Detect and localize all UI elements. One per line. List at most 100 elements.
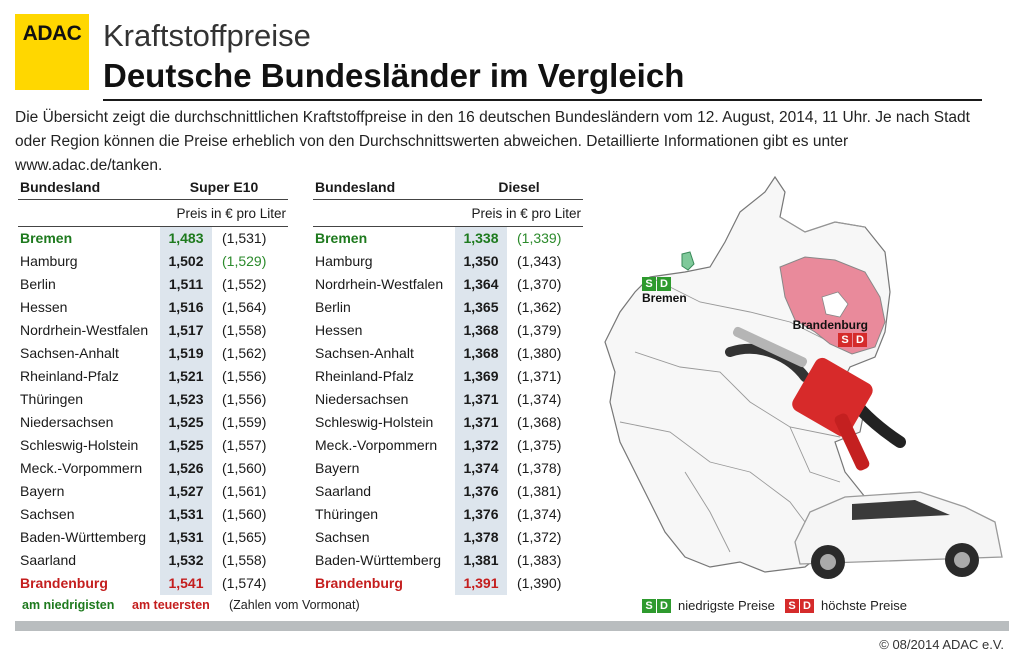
table-row: Brandenburg 1,541 (1,574) [18, 572, 288, 595]
state-name: Thüringen [315, 506, 379, 522]
price-value: 1,364 [455, 273, 507, 296]
price-value: 1,525 [160, 411, 212, 434]
previous-price: (1,380) [517, 345, 562, 361]
previous-price: (1,560) [222, 460, 267, 476]
page-title: Kraftstoffpreise [103, 18, 311, 53]
state-name: Niedersachsen [315, 391, 409, 407]
previous-price: (1,368) [517, 414, 562, 430]
state-name: Sachsen-Anhalt [315, 345, 414, 361]
table-row: Berlin 1,511 (1,552) [18, 273, 288, 296]
price-value: 1,378 [455, 526, 507, 549]
state-name: Schleswig-Holstein [20, 437, 139, 453]
map-label-bremen: Bremen [642, 291, 687, 305]
table-row: Hamburg 1,502 (1,529) [18, 250, 288, 273]
price-value: 1,368 [455, 319, 507, 342]
unit-label: Preis in € pro Liter [160, 199, 288, 227]
previous-price: (1,565) [222, 529, 267, 545]
table-row: Sachsen 1,531 (1,560) [18, 503, 288, 526]
previous-price: (1,374) [517, 506, 562, 522]
previous-price: (1,372) [517, 529, 562, 545]
legend-lowest: am niedrigisten [22, 598, 115, 612]
price-value: 1,369 [455, 365, 507, 388]
previous-price: (1,371) [517, 368, 562, 384]
table-row: Hessen 1,368 (1,379) [313, 319, 583, 342]
price-value: 1,532 [160, 549, 212, 572]
previous-price: (1,343) [517, 253, 562, 269]
price-value: 1,350 [455, 250, 507, 273]
state-name: Bayern [20, 483, 65, 499]
previous-price: (1,375) [517, 437, 562, 453]
previous-price: (1,339) [517, 230, 562, 246]
state-name: Bayern [315, 460, 360, 476]
col-header-bundesland: Bundesland [18, 176, 160, 200]
table-row: Meck.-Vorpommern 1,526 (1,560) [18, 457, 288, 480]
state-name: Brandenburg [315, 575, 403, 591]
bottom-bar [15, 621, 1009, 631]
table-row: Bremen 1,483 (1,531) [18, 226, 288, 250]
previous-price: (1,370) [517, 276, 562, 292]
previous-price: (1,562) [222, 345, 267, 361]
col-header-bundesland: Bundesland [313, 176, 455, 200]
state-name: Sachsen [315, 529, 370, 545]
state-name: Hessen [315, 322, 363, 338]
state-name: Bremen [315, 230, 368, 246]
price-value: 1,523 [160, 388, 212, 411]
price-value: 1,381 [455, 549, 507, 572]
table-row: Brandenburg 1,391 (1,390) [313, 572, 583, 595]
previous-price: (1,552) [222, 276, 267, 292]
price-value: 1,391 [455, 572, 507, 595]
price-value: 1,541 [160, 572, 212, 595]
table-row: Schleswig-Holstein 1,371 (1,368) [313, 411, 583, 434]
adac-logo: ADAC [15, 14, 89, 90]
previous-price: (1,557) [222, 437, 267, 453]
previous-price: (1,390) [517, 575, 562, 591]
col-header-fuel: Super E10 [160, 176, 288, 200]
price-value: 1,371 [455, 388, 507, 411]
table-row: Baden-Württemberg 1,531 (1,565) [18, 526, 288, 549]
germany-map-svg [604, 175, 1003, 579]
table-row: Saarland 1,532 (1,558) [18, 549, 288, 572]
table-row: Niedersachsen 1,371 (1,374) [313, 388, 583, 411]
state-name: Rheinland-Pfalz [20, 368, 119, 384]
intro-text: Die Übersicht zeigt die durchschnittlich… [15, 109, 970, 174]
table-row: Schleswig-Holstein 1,525 (1,557) [18, 434, 288, 457]
previous-price: (1,362) [517, 299, 562, 315]
table-row: Thüringen 1,523 (1,556) [18, 388, 288, 411]
table-diesel: Bundesland Diesel Preis in € pro Liter B… [313, 176, 583, 595]
table-row: Rheinland-Pfalz 1,369 (1,371) [313, 365, 583, 388]
table-row: Berlin 1,365 (1,362) [313, 296, 583, 319]
state-name: Saarland [315, 483, 372, 499]
state-name: Meck.-Vorpommern [20, 460, 143, 476]
previous-price: (1,383) [517, 552, 562, 568]
legend-sd-high-label: höchste Preise [821, 598, 907, 613]
previous-price: (1,556) [222, 368, 267, 384]
state-name: Saarland [20, 552, 77, 568]
previous-price: (1,574) [222, 575, 267, 591]
table-row: Bremen 1,338 (1,339) [313, 226, 583, 250]
table-row: Niedersachsen 1,525 (1,559) [18, 411, 288, 434]
table-row: Nordrhein-Westfalen 1,364 (1,370) [313, 273, 583, 296]
previous-price: (1,558) [222, 552, 267, 568]
table-row: Bayern 1,527 (1,561) [18, 480, 288, 503]
state-name: Baden-Württemberg [20, 529, 147, 545]
price-value: 1,521 [160, 365, 212, 388]
state-name: Hessen [20, 299, 68, 315]
previous-price: (1,374) [517, 391, 562, 407]
table-row: Sachsen 1,378 (1,372) [313, 526, 583, 549]
legend-sd-low-label: niedrigste Preise [678, 598, 775, 613]
col-header-fuel: Diesel [455, 176, 583, 200]
state-name: Baden-Württemberg [315, 552, 442, 568]
price-value: 1,516 [160, 296, 212, 319]
fuel-nozzle-icon [732, 326, 873, 471]
table-row: Sachsen-Anhalt 1,519 (1,562) [18, 342, 288, 365]
table-row: Sachsen-Anhalt 1,368 (1,380) [313, 342, 583, 365]
copyright: © 08/2014 ADAC e.V. [879, 637, 1004, 652]
title-divider [103, 99, 982, 101]
previous-price: (1,529) [222, 253, 267, 269]
